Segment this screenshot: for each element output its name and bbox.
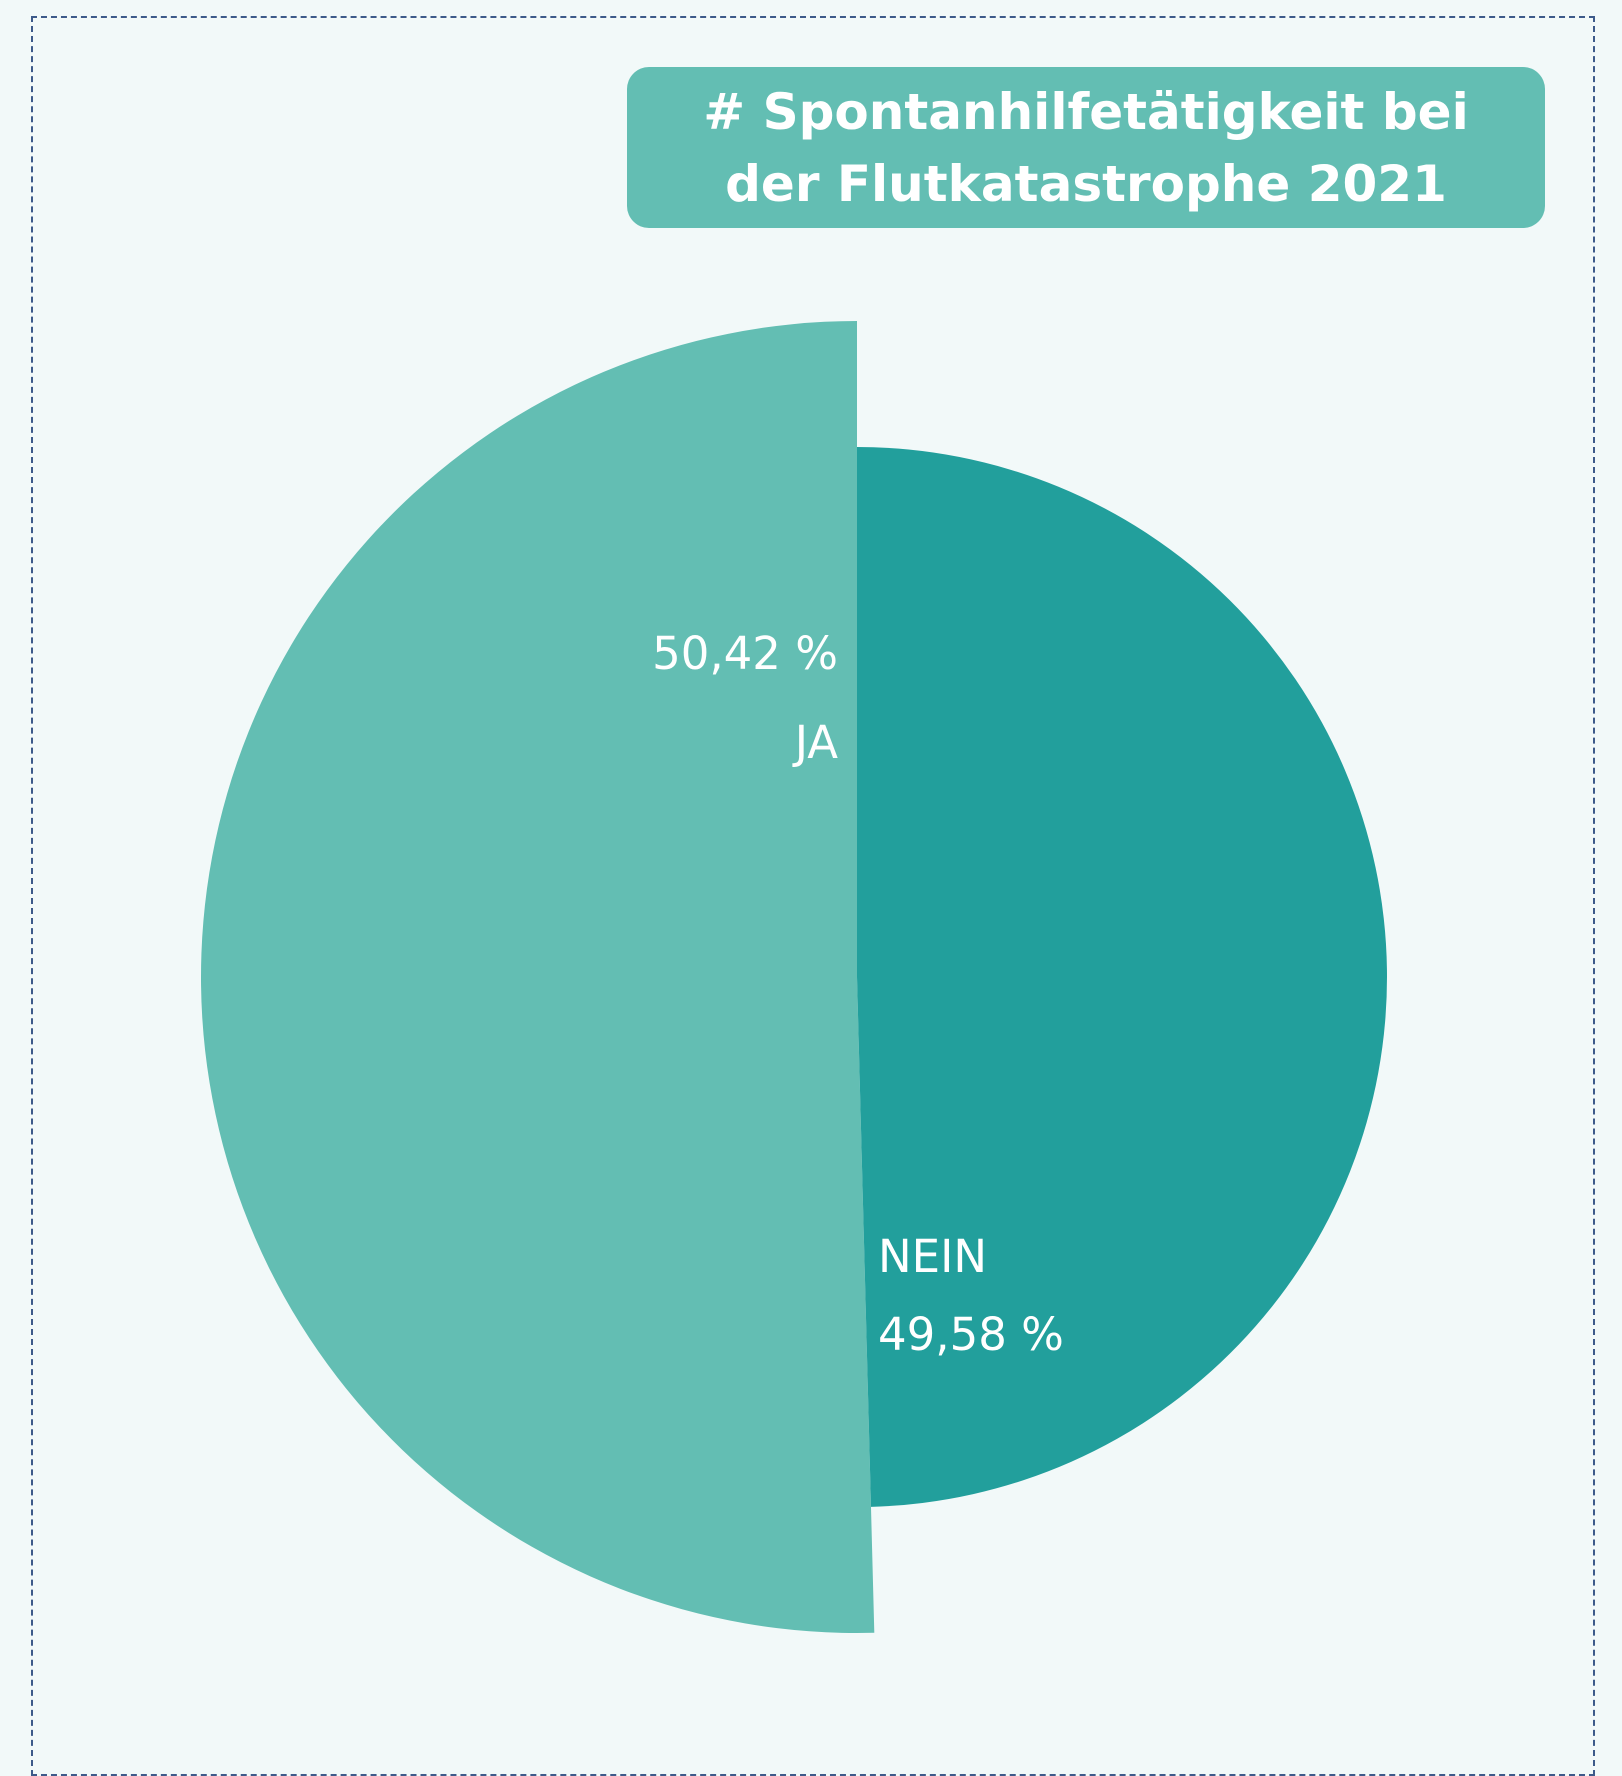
pie-slice (200, 321, 875, 1633)
value-label: 50,42 % (652, 627, 838, 680)
category-label: NEIN (878, 1230, 987, 1283)
value-label: 49,58 % (878, 1308, 1064, 1361)
pie-slice (857, 447, 1388, 1507)
category-label: JA (792, 716, 838, 769)
chart-title: # Spontanhilfetätigkeit bei der Flutkata… (627, 67, 1545, 228)
